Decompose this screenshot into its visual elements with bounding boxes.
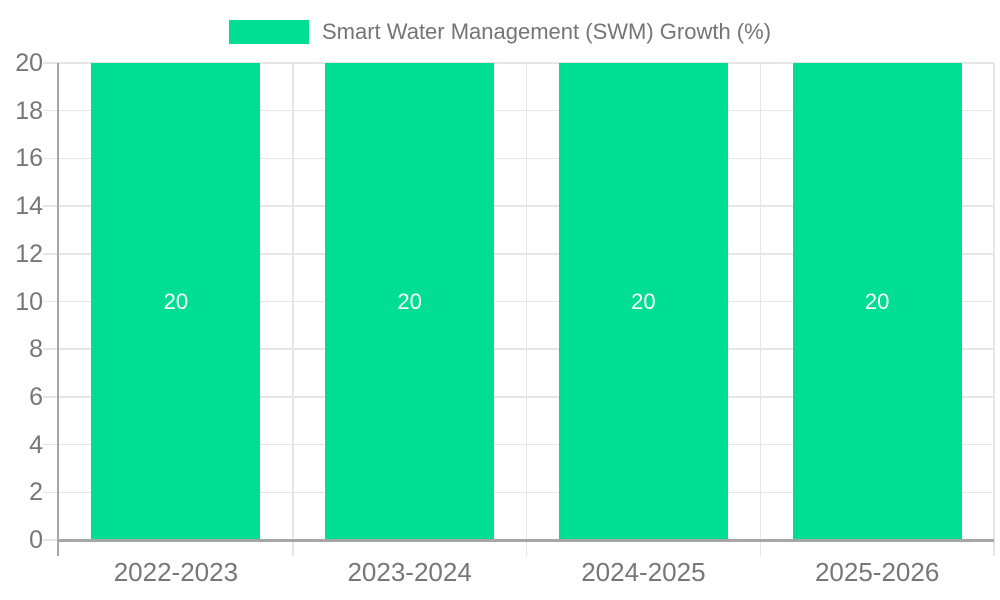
plot-right-border — [993, 63, 995, 556]
legend-swatch — [228, 20, 309, 44]
bar-2024-2025[interactable] — [558, 63, 728, 540]
bar-value-label: 20 — [631, 288, 656, 314]
y-tick-label: 20 — [15, 49, 43, 77]
gridline-y-20 — [43, 62, 994, 64]
y-tick-label: 12 — [15, 239, 43, 268]
y-tick-label: 2 — [29, 478, 43, 507]
x-tick-label: 2022-2023 — [113, 557, 239, 587]
bar-value-label: 20 — [397, 288, 422, 314]
y-tick-label: 8 — [29, 335, 43, 364]
y-tick-label: 18 — [15, 96, 43, 125]
gridline-y-14 — [43, 205, 994, 207]
gridline-y-2 — [43, 491, 994, 494]
bar-2025-2026[interactable] — [792, 63, 962, 540]
gridline-y-4 — [43, 443, 994, 446]
category-divider — [759, 63, 761, 556]
gridline-y-10 — [43, 300, 994, 303]
x-tick-label: 2024-2025 — [581, 557, 706, 587]
y-tick-label: 14 — [15, 192, 43, 221]
bar-value-label: 20 — [163, 288, 189, 314]
y-tick-label: 10 — [15, 287, 43, 316]
category-divider — [292, 63, 294, 556]
gridline-y-16 — [43, 157, 994, 160]
y-tick-label: 0 — [29, 526, 43, 554]
plot-area: 20 20 20 20 — [43, 62, 995, 556]
x-tick-label: 2025-2026 — [814, 557, 940, 587]
y-tick-label: 6 — [29, 382, 43, 411]
x-tick-label: 2023-2024 — [347, 557, 472, 587]
category-divider — [525, 63, 528, 556]
legend[interactable]: Smart Water Management (SWM) Growth (%) — [0, 19, 1000, 45]
gridline-y-6 — [43, 396, 994, 398]
legend-label: Smart Water Management (SWM) Growth (%) — [321, 19, 772, 44]
y-tick-label: 16 — [15, 144, 43, 173]
bar-2022-2023[interactable] — [91, 63, 261, 540]
y-axis-line — [57, 63, 59, 556]
bar-value-label: 20 — [864, 288, 890, 314]
gridline-y-18 — [43, 109, 994, 112]
x-axis-line — [57, 538, 994, 542]
gridline-y-8 — [43, 348, 994, 350]
gridline-y-12 — [43, 253, 994, 255]
y-tick-label: 4 — [29, 430, 43, 459]
bar-2023-2024[interactable] — [325, 63, 495, 540]
